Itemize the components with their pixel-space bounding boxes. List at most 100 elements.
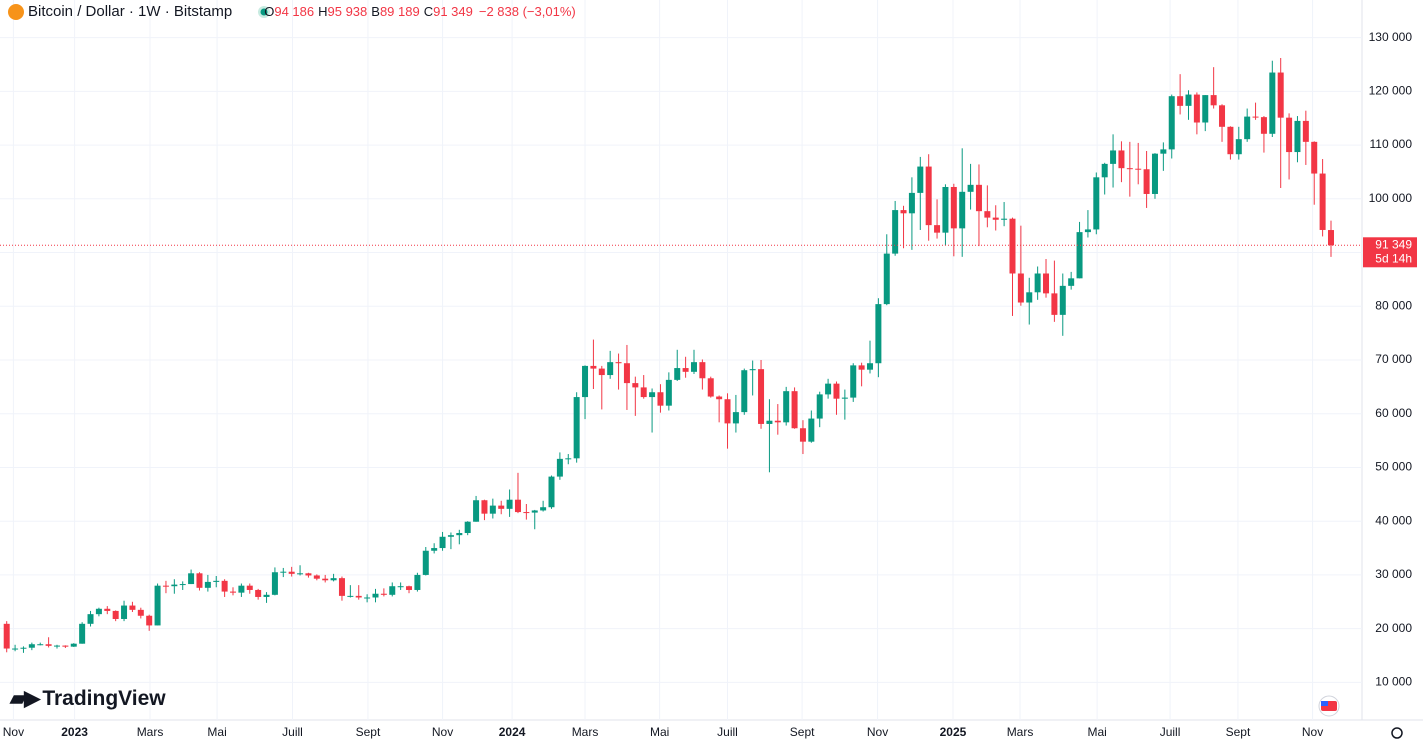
candle-body [1135,168,1142,170]
candle-body [1185,94,1192,106]
candle-body [322,578,329,581]
candle-body [137,609,144,616]
symbol-title: Bitcoin / Dollar · 1W · Bitstamp [28,3,233,20]
brand-mark: ▰▶ [10,687,40,710]
candle-body [1076,232,1083,279]
candle-body [531,510,538,513]
x-tick-label: Sept [356,725,381,739]
candle-body [1294,120,1301,153]
candle-body [1160,149,1167,154]
candle-body [548,476,555,508]
candle-body [690,362,697,372]
candle-body [1059,285,1066,315]
candle-body [414,574,421,590]
candle-body [908,192,915,214]
ohlc-value: 91 349 [433,4,473,19]
candle-body [1302,120,1309,142]
candle-body [892,210,899,254]
candle-body [841,397,848,399]
candle-body [1143,169,1150,194]
candle-body [171,584,178,587]
candle-body [1168,96,1175,150]
candle-body [514,499,521,513]
candle-body [221,580,228,592]
candle-body [774,420,781,423]
candle-body [288,571,295,574]
y-tick-label: 40 000 [1375,513,1412,527]
x-tick-label: 2024 [499,725,526,739]
candle-body [380,593,387,595]
settings-icon[interactable] [1391,727,1403,739]
candle-body [716,396,723,400]
x-tick-label: Mai [1087,725,1106,739]
candle-body [665,379,672,406]
candle-body [925,166,932,226]
candle-body [489,505,496,514]
candle-body [28,644,35,648]
candle-body [1001,218,1008,220]
candle-body [213,580,220,582]
candle-body [154,585,161,626]
candle-body [355,595,362,598]
candle-body [37,644,44,646]
x-tick-label: 2025 [940,725,967,739]
candle-body [372,593,379,598]
candle-body [850,365,857,398]
symbol-icon [8,4,24,20]
candle-body [934,225,941,233]
candle-body [95,608,102,615]
status-dot [260,8,268,16]
candle-body [271,572,278,595]
candle-body [297,573,304,575]
x-tick-label: Nov [3,725,24,739]
candle-body [1244,116,1251,140]
candle-body [1311,141,1318,174]
y-tick-label: 130 000 [1369,30,1413,44]
candle-body [1193,94,1200,123]
candle-body [942,186,949,233]
candle-body [53,645,60,647]
candle-body [456,533,463,536]
y-tick-label: 100 000 [1369,191,1413,205]
candle-body [1017,273,1024,303]
brand-name: TradingView [42,687,166,710]
y-tick-label: 10 000 [1375,675,1412,689]
axes: 10 000 20 000 30 000 40 000 50 000 60 000 70 0… [0,30,1417,739]
candle-body [439,536,446,549]
ohlc-key: H [318,4,328,19]
candle-body [406,586,413,590]
candle-body [498,505,505,509]
y-tick-label: 120 000 [1369,84,1413,98]
candle-body [179,584,186,586]
candle-body [657,392,664,406]
y-tick-label: 50 000 [1375,460,1412,474]
x-tick-label: Nov [432,725,453,739]
candle-body [959,191,966,229]
candle-body [20,647,27,649]
x-tick-label: Juill [1160,725,1181,739]
last-price-label: 91 349 [1375,237,1412,251]
candle-body [1260,117,1267,134]
ohlc-value: 94 186 [274,4,315,19]
candle-body [1327,230,1334,246]
candle-body [112,610,119,619]
candle-body [883,253,890,305]
x-tick-label: Sept [1226,725,1251,739]
candle-body [447,535,454,537]
candle-body [481,500,488,514]
candle-body [79,623,86,644]
ohlc-values: O94 186 H95 938 B89 189 C91 349 [260,3,473,20]
candle-body [825,383,832,395]
candle-body [816,394,823,419]
candle-body [431,548,438,551]
candle-body [1084,229,1091,233]
candle-body [791,391,798,429]
candle-body [724,399,731,424]
candle-body [573,397,580,459]
x-tick-label: Juill [717,725,738,739]
candle-body [783,391,790,423]
candle-body [623,363,630,384]
candle-body [1068,278,1075,286]
